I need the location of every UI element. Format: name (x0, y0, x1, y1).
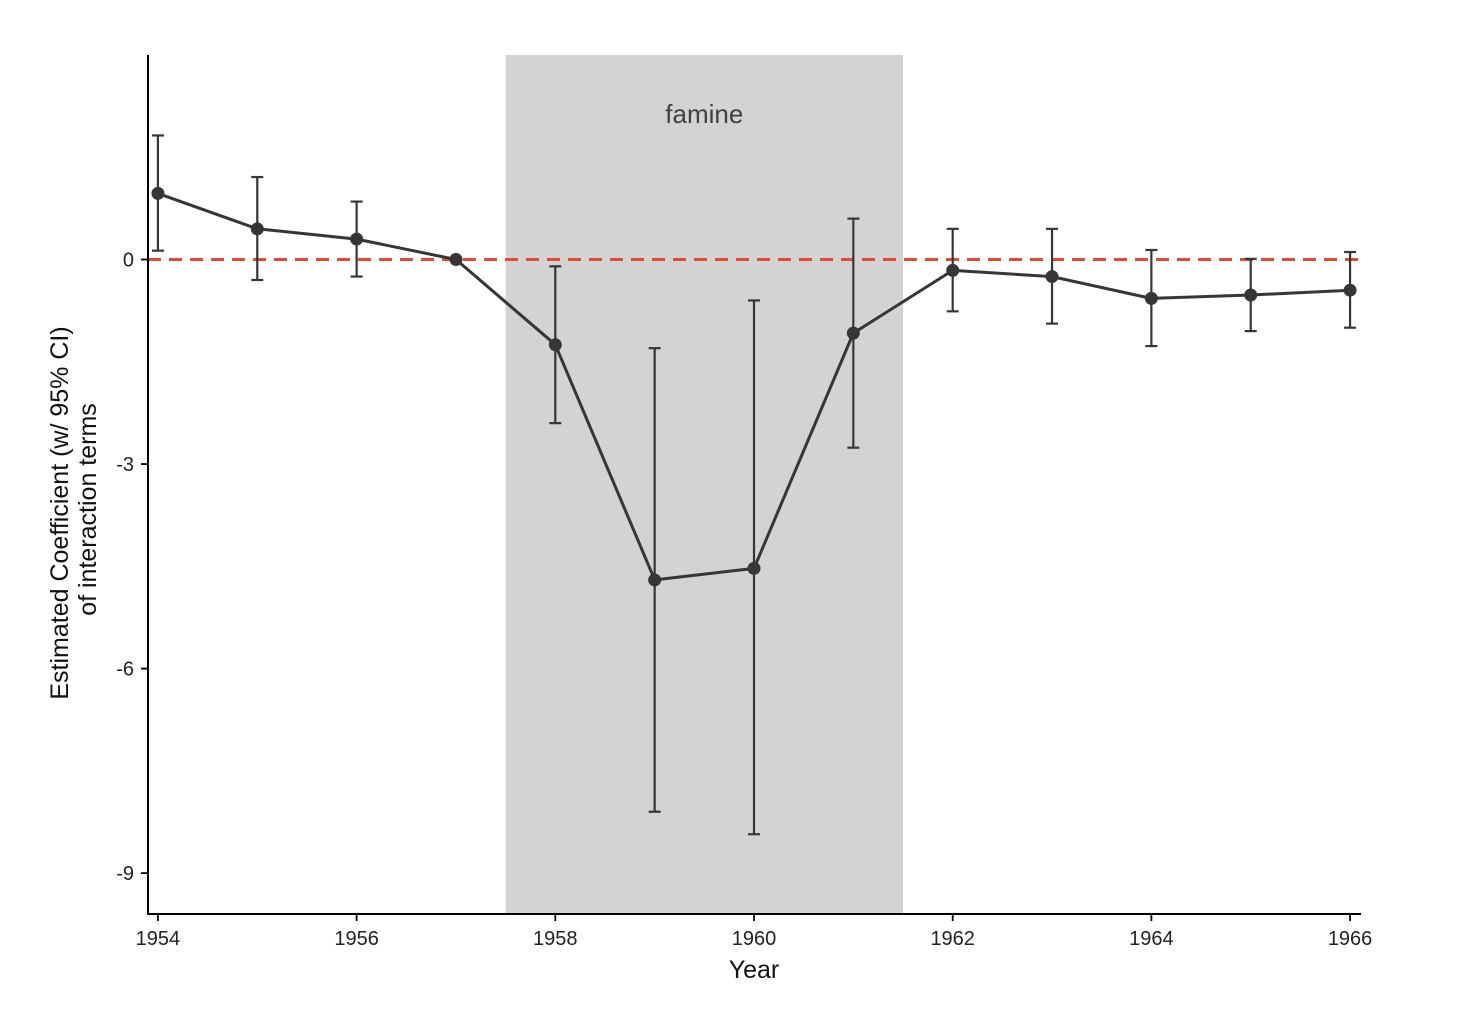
data-point-1955 (250, 222, 264, 236)
data-point-1966 (1343, 283, 1357, 297)
data-point-1954 (151, 186, 165, 200)
y-tick-label--3: -3 (116, 454, 134, 476)
y-axis-title-line-2: of interaction terms (74, 403, 102, 616)
series-layer (151, 134, 1357, 836)
data-point-1961 (846, 326, 860, 340)
data-point-1960 (747, 561, 761, 575)
data-point-1959 (648, 573, 662, 587)
y-tick-label--9: -9 (116, 863, 134, 885)
y-tick-label--6: -6 (116, 659, 134, 681)
data-point-1964 (1144, 291, 1158, 305)
famine-shade-layer: famine (505, 55, 904, 914)
x-tick-label-1958: 1958 (533, 928, 578, 950)
x-tick-label-1964: 1964 (1129, 928, 1174, 950)
x-tick-label-1966: 1966 (1328, 928, 1373, 950)
data-point-1958 (548, 338, 562, 352)
y-axis-title: Estimated Coefficient (w/ 95% CI) of int… (46, 319, 102, 699)
x-axis-title: Year (729, 956, 780, 984)
data-point-1956 (350, 232, 364, 246)
data-point-1957 (449, 253, 463, 267)
x-tick-label-1960: 1960 (732, 928, 777, 950)
data-point-1962 (946, 263, 960, 277)
y-tick-label-0: 0 (123, 250, 134, 272)
y-axis-title-line-1: Estimated Coefficient (w/ 95% CI) (46, 326, 74, 699)
data-point-1965 (1244, 288, 1258, 302)
famine-label: famine (665, 99, 743, 129)
x-tick-label-1962: 1962 (930, 928, 975, 950)
x-tick-label-1956: 1956 (334, 928, 379, 950)
famine-shaded-region (505, 55, 904, 914)
data-point-1963 (1045, 270, 1059, 284)
x-tick-label-1954: 1954 (136, 928, 181, 950)
axis-layer: 1954 1956 1958 1960 1962 1964 1966 0 -3 -6 -9 (116, 55, 1372, 950)
